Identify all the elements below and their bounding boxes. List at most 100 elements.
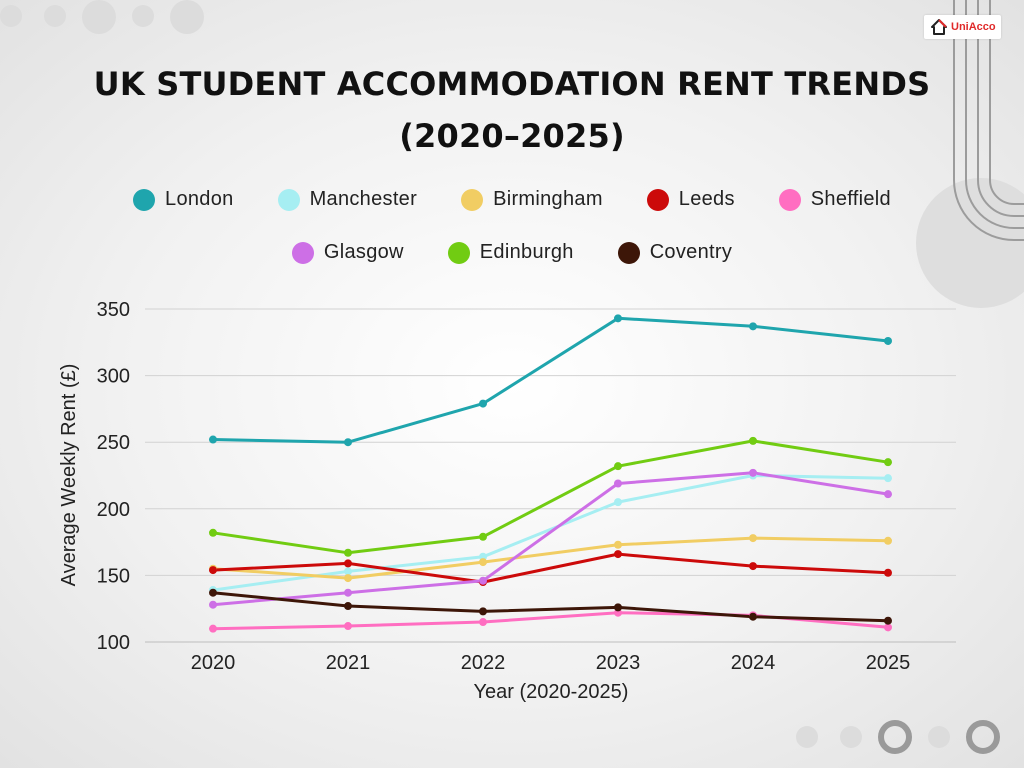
legend-item-sheffield: Sheffield bbox=[778, 188, 891, 211]
data-point-coventry bbox=[209, 588, 217, 597]
data-point-glasgow bbox=[749, 468, 757, 477]
legend-swatch bbox=[461, 188, 484, 211]
decor-dot bbox=[928, 726, 950, 748]
data-point-london bbox=[614, 314, 622, 323]
data-point-london bbox=[884, 336, 892, 345]
legend-item-edinburgh: Edinburgh bbox=[447, 241, 574, 264]
legend-label: Manchester bbox=[309, 188, 418, 210]
y-tick-label: 150 bbox=[97, 565, 130, 587]
legend-swatch bbox=[291, 241, 314, 264]
series-line-coventry bbox=[212, 591, 889, 623]
data-point-edinburgh bbox=[344, 548, 352, 557]
y-tick-label: 100 bbox=[97, 632, 130, 654]
legend-label: Coventry bbox=[649, 241, 733, 263]
legend-swatch bbox=[277, 188, 300, 211]
data-point-birmingham bbox=[884, 536, 892, 545]
data-point-birmingham bbox=[614, 540, 622, 549]
series-line-birmingham bbox=[212, 536, 889, 580]
data-point-birmingham bbox=[749, 534, 757, 543]
legend-item-birmingham: Birmingham bbox=[461, 188, 603, 211]
y-tick-label: 200 bbox=[97, 499, 130, 521]
grid bbox=[145, 308, 956, 643]
data-point-london bbox=[749, 322, 757, 331]
legend-row: Glasgow Edinburgh Coventry bbox=[0, 241, 1024, 264]
legend-item-manchester: Manchester bbox=[277, 188, 418, 211]
data-point-leeds bbox=[209, 566, 217, 575]
data-point-glasgow bbox=[614, 479, 622, 488]
legend-swatch bbox=[133, 188, 156, 211]
legend-label: Glasgow bbox=[323, 241, 404, 263]
legend-swatch bbox=[778, 188, 801, 211]
data-point-manchester bbox=[344, 567, 352, 576]
data-point-glasgow bbox=[344, 588, 352, 597]
decor-ring bbox=[966, 720, 1000, 754]
data-point-birmingham bbox=[344, 574, 352, 583]
data-point-sheffield bbox=[884, 623, 892, 632]
legend-item-coventry: Coventry bbox=[617, 241, 733, 264]
decor-arcs bbox=[953, 0, 1024, 241]
legend-item-glasgow: Glasgow bbox=[291, 241, 404, 264]
decor-dot bbox=[796, 726, 818, 748]
series-line-leeds bbox=[212, 552, 889, 584]
decor-dot bbox=[82, 0, 116, 34]
y-tick-label: 250 bbox=[97, 432, 130, 454]
series-line-edinburgh bbox=[212, 439, 889, 555]
decor-dot bbox=[44, 5, 66, 27]
x-tick-label: 2021 bbox=[326, 652, 371, 674]
data-point-glasgow bbox=[209, 600, 217, 609]
data-point-sheffield bbox=[479, 618, 487, 627]
legend-label: London bbox=[165, 188, 234, 210]
data-point-coventry bbox=[884, 616, 892, 625]
data-point-leeds bbox=[344, 559, 352, 568]
legend-row: London Manchester Birmingham Leeds Sheffield bbox=[0, 188, 1024, 211]
legend-label: Leeds bbox=[678, 188, 735, 210]
title-line-2: (2020–2025) bbox=[399, 117, 625, 155]
x-tick-label: 2025 bbox=[866, 652, 911, 674]
data-point-london bbox=[479, 399, 487, 408]
data-point-coventry bbox=[749, 612, 757, 621]
decor-dot bbox=[840, 726, 862, 748]
data-point-edinburgh bbox=[479, 532, 487, 541]
chart-title: UK STUDENT ACCOMMODATION RENT TRENDS (20… bbox=[0, 58, 1024, 162]
x-tick-label: 2024 bbox=[731, 652, 776, 674]
data-point-london bbox=[344, 438, 352, 447]
y-tick-label: 300 bbox=[97, 366, 130, 388]
data-point-london bbox=[209, 435, 217, 444]
legend-item-london: London bbox=[133, 188, 234, 211]
legend-swatch bbox=[447, 241, 470, 264]
legend-swatch bbox=[646, 188, 669, 211]
series-lines bbox=[212, 316, 889, 631]
data-point-edinburgh bbox=[884, 458, 892, 467]
y-axis: 100 150 200 250 300 350 bbox=[97, 299, 130, 654]
decor-dot bbox=[0, 5, 22, 27]
data-point-sheffield bbox=[344, 622, 352, 631]
series-line-glasgow bbox=[212, 471, 889, 607]
x-tick-label: 2023 bbox=[596, 652, 641, 674]
data-point-leeds bbox=[614, 550, 622, 559]
series-points bbox=[209, 314, 892, 633]
x-tick-label: 2020 bbox=[191, 652, 236, 674]
data-point-manchester bbox=[884, 474, 892, 483]
legend-label: Birmingham bbox=[493, 188, 603, 210]
brand-logo: UniAcco bbox=[924, 15, 1001, 39]
house-icon bbox=[931, 19, 947, 35]
legend-swatch bbox=[617, 241, 640, 264]
data-point-edinburgh bbox=[209, 528, 217, 537]
data-point-leeds bbox=[884, 568, 892, 577]
y-axis-title: Average Weekly Rent (£) bbox=[58, 364, 80, 587]
legend-label: Sheffield bbox=[810, 188, 891, 210]
data-point-glasgow bbox=[884, 490, 892, 499]
logo-text: UniAcco bbox=[951, 21, 996, 33]
series-line-sheffield bbox=[212, 611, 889, 631]
title-line-1: UK STUDENT ACCOMMODATION RENT TRENDS bbox=[93, 65, 931, 103]
data-point-leeds bbox=[749, 562, 757, 571]
decor-ring bbox=[878, 720, 912, 754]
data-point-coventry bbox=[614, 603, 622, 612]
legend-label: Edinburgh bbox=[479, 241, 574, 263]
decor-dot bbox=[132, 5, 154, 27]
legend-item-leeds: Leeds bbox=[646, 188, 735, 211]
data-point-edinburgh bbox=[749, 436, 757, 445]
decor-dot bbox=[170, 0, 204, 34]
data-point-manchester bbox=[614, 498, 622, 507]
